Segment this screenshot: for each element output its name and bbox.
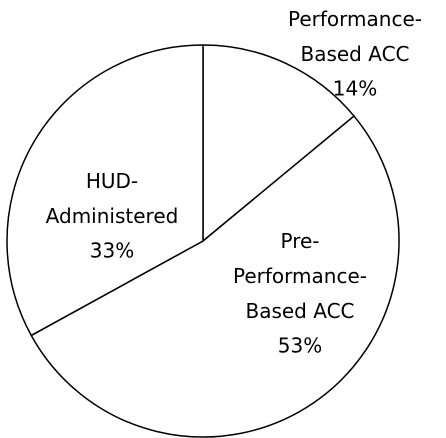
slice-label-line: Administered [46, 204, 179, 228]
pie-slice [30, 115, 400, 438]
slice-value-label: 33% [90, 239, 134, 263]
slice-value-label: 14% [333, 77, 377, 101]
slice-label: Performance- Based ACC [288, 7, 422, 66]
slice-label-line: HUD- [86, 169, 138, 193]
slice-label: HUD- Administered [46, 169, 179, 228]
slice-label-line: Based ACC [245, 299, 354, 323]
slice-label-line: Based ACC [300, 42, 409, 66]
pie-slice [6, 44, 204, 337]
pie-slice [202, 44, 356, 243]
slice-label-line: Performance- [233, 264, 367, 288]
slice-value-label: 53% [278, 334, 322, 358]
slice-label-line: Pre- [280, 229, 319, 253]
slice-label-line: Performance- [288, 7, 422, 31]
slice-label: Pre- Performance- Based ACC [233, 229, 367, 323]
